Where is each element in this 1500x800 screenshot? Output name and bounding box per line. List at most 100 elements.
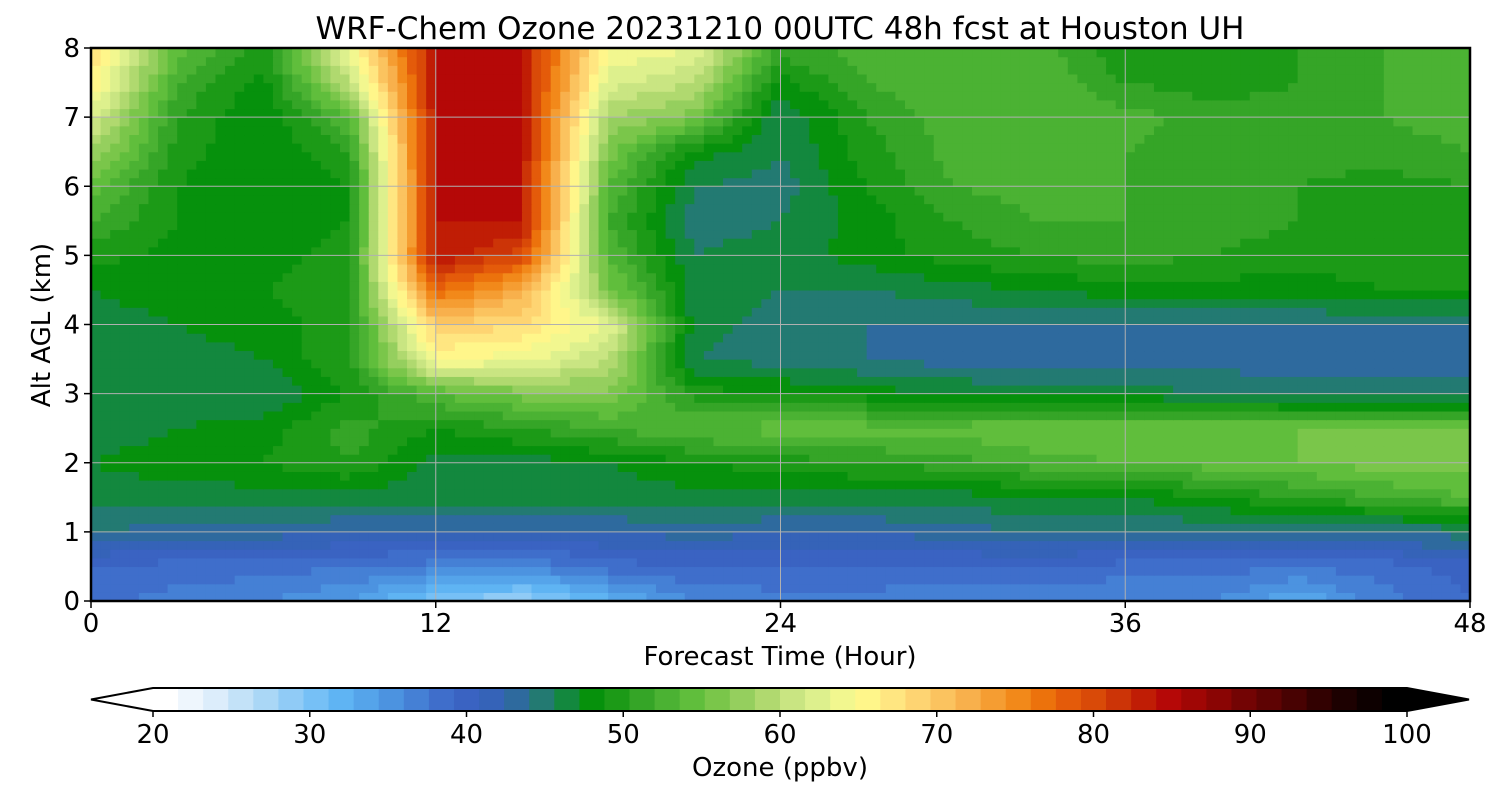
contour-cell <box>339 540 351 550</box>
contour-cell <box>1115 540 1126 550</box>
contour-cell <box>177 523 188 533</box>
contour-cell <box>1249 445 1260 455</box>
contour-cell <box>387 462 399 472</box>
contour-cell <box>1402 333 1414 343</box>
contour-cell <box>1163 333 1174 343</box>
contour-cell <box>780 393 791 403</box>
contour-cell <box>1268 454 1280 464</box>
contour-cell <box>186 488 197 498</box>
contour-cell <box>378 531 389 542</box>
contour-cell <box>1316 488 1327 498</box>
contour-cell <box>1115 549 1126 559</box>
contour-cell <box>1374 497 1385 507</box>
contour-cell <box>857 575 868 585</box>
contour-cell <box>1431 514 1442 524</box>
contour-cell <box>1297 566 1308 576</box>
contour-cell <box>1134 454 1146 464</box>
contour-cell <box>301 583 312 593</box>
contour-cell <box>924 333 935 343</box>
contour-cell <box>407 402 418 412</box>
contour-cell <box>339 315 351 326</box>
contour-cell <box>646 575 657 585</box>
contour-cell <box>454 471 466 481</box>
contour-cell <box>866 410 877 421</box>
contour-cell <box>205 445 217 455</box>
contour-cell <box>627 315 638 326</box>
contour-cell <box>244 549 255 559</box>
contour-cell <box>1259 376 1270 386</box>
contour-cell <box>1335 540 1347 550</box>
contour-cell <box>263 428 274 438</box>
contour-cell <box>694 531 705 542</box>
contour-cell <box>588 324 600 334</box>
contour-cell <box>1086 436 1098 447</box>
contour-cell <box>1221 583 1232 593</box>
contour-cell <box>1374 341 1385 352</box>
contour-cell <box>1230 445 1241 455</box>
contour-cell <box>1316 436 1327 447</box>
contour-cell <box>991 436 1002 447</box>
contour-cell <box>1402 531 1414 542</box>
contour-cell <box>359 428 370 438</box>
contour-cell <box>1201 480 1213 490</box>
contour-cell <box>1288 324 1299 334</box>
contour-cell <box>1106 350 1117 360</box>
contour-cell <box>972 333 983 343</box>
contour-cell <box>263 350 274 360</box>
contour-cell <box>972 341 983 352</box>
contour-cell <box>435 523 446 533</box>
contour-cell <box>656 410 667 421</box>
contour-cell <box>454 557 466 568</box>
contour-cell <box>253 575 264 585</box>
contour-cell <box>110 454 121 464</box>
contour-cell <box>1355 583 1366 593</box>
contour-cell <box>521 359 533 369</box>
contour-cell <box>1278 402 1289 412</box>
contour-cell <box>723 566 734 576</box>
contour-cell <box>397 497 408 507</box>
contour-cell <box>723 480 734 490</box>
contour-cell <box>464 307 475 317</box>
contour-cell <box>493 436 504 447</box>
contour-cell <box>493 419 504 429</box>
contour-cell <box>646 592 657 601</box>
contour-cell <box>1450 419 1462 429</box>
contour-cell <box>272 402 284 412</box>
contour-cell <box>569 436 580 447</box>
contour-cell <box>809 480 820 490</box>
contour-cell <box>646 393 657 403</box>
contour-cell <box>1086 557 1098 568</box>
contour-cell <box>148 393 159 403</box>
contour-cell <box>91 523 102 533</box>
contour-cell <box>1431 557 1442 568</box>
contour-cell <box>847 298 858 308</box>
contour-cell <box>1192 557 1203 568</box>
contour-cell <box>225 445 236 455</box>
contour-cell <box>1039 445 1050 455</box>
contour-cell <box>1316 428 1327 438</box>
contour-cell <box>445 462 456 472</box>
contour-cell <box>426 315 437 326</box>
contour-cell <box>493 393 504 403</box>
contour-cell <box>483 592 494 601</box>
contour-cell <box>943 298 954 308</box>
contour-cell <box>876 575 887 585</box>
contour-cell <box>464 497 475 507</box>
contour-cell <box>962 393 973 403</box>
contour-cell <box>167 583 178 593</box>
contour-cell <box>407 384 418 395</box>
contour-cell <box>1211 315 1222 326</box>
contour-cell <box>1173 540 1184 550</box>
contour-cell <box>215 324 226 334</box>
contour-cell <box>148 531 159 542</box>
contour-cell <box>1077 505 1088 516</box>
contour-cell <box>569 298 580 308</box>
contour-cell <box>292 436 303 447</box>
contour-cell <box>196 540 207 550</box>
contour-cell <box>282 410 293 421</box>
contour-cell <box>196 428 207 438</box>
contour-cell <box>215 419 226 429</box>
contour-cell <box>694 583 705 593</box>
contour-cell <box>129 384 140 395</box>
contour-cell <box>1000 462 1011 472</box>
